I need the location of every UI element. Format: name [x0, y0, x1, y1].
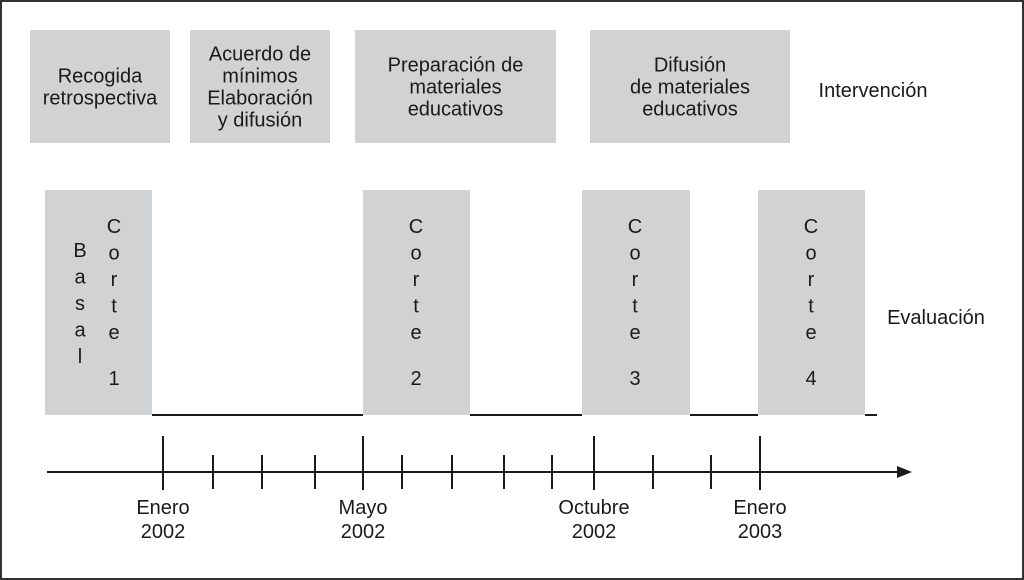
- evaluation-number: 3: [629, 368, 640, 390]
- intervention-text: Recogida: [58, 66, 143, 88]
- intervention-text: educativos: [408, 99, 504, 121]
- intervention-text: Elaboración: [207, 88, 313, 110]
- tick-label-year: 2002: [141, 521, 186, 543]
- evaluation-box: [582, 190, 690, 415]
- intervention-text: de materiales: [630, 77, 750, 99]
- evaluation-number: 2: [410, 368, 421, 390]
- tick-label-year: 2002: [341, 521, 386, 543]
- evaluation-box: [45, 190, 152, 415]
- arrow-head-icon: [897, 466, 912, 478]
- intervention-text: y difusión: [218, 110, 303, 132]
- tick-label-month: Mayo: [339, 497, 388, 519]
- evaluation-number: 4: [805, 368, 816, 390]
- evaluation-label: Corte: [405, 216, 427, 349]
- intervention-text: Acuerdo de: [209, 44, 311, 66]
- evaluation-number: 1: [108, 368, 119, 390]
- intervention-text: Difusión: [654, 55, 726, 77]
- evaluation-label: Corte: [103, 216, 125, 349]
- intervention-box: [30, 30, 170, 143]
- row-label-intervention: Intervención: [819, 80, 928, 102]
- tick-label-month: Octubre: [558, 497, 629, 519]
- intervention-text: mínimos: [222, 66, 298, 88]
- intervention-text: educativos: [642, 99, 738, 121]
- intervention-text: retrospectiva: [43, 88, 158, 110]
- tick-label-year: 2003: [738, 521, 783, 543]
- tick-label-month: Enero: [136, 497, 189, 519]
- evaluation-label: Basal: [69, 240, 91, 373]
- intervention-box: [190, 30, 330, 143]
- intervention-box: [590, 30, 790, 143]
- evaluation-label: Corte: [800, 216, 822, 349]
- intervention-text: materiales: [409, 77, 501, 99]
- row-label-evaluation: Evaluación: [887, 307, 985, 329]
- tick-label-year: 2002: [572, 521, 617, 543]
- evaluation-box: [758, 190, 865, 415]
- evaluation-box: [363, 190, 470, 415]
- intervention-box: [355, 30, 556, 143]
- tick-label-month: Enero: [733, 497, 786, 519]
- intervention-text: Preparación de: [388, 55, 524, 77]
- evaluation-label: Corte: [624, 216, 646, 349]
